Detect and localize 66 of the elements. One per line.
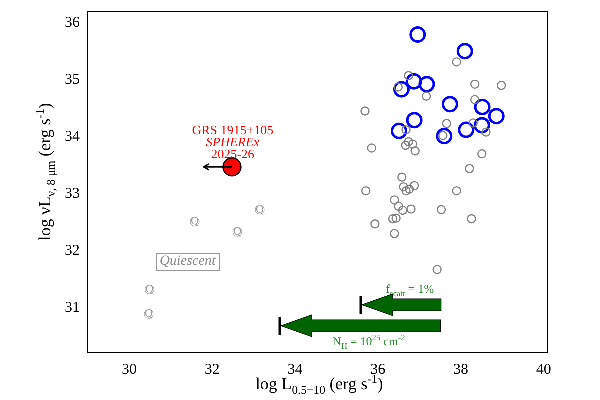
point	[404, 184, 414, 194]
data-label: Q	[190, 216, 199, 228]
y-tick-label: 31	[65, 300, 80, 316]
x-tick-label: 34	[288, 362, 304, 378]
point	[442, 119, 452, 128]
point	[399, 182, 408, 192]
annotation: Quiescent	[156, 252, 220, 271]
point	[410, 146, 420, 156]
point	[410, 181, 420, 191]
point	[410, 26, 426, 44]
y-tick-label: 35	[65, 72, 80, 88]
data-label: Q	[144, 308, 153, 320]
point	[458, 122, 475, 138]
data-label: Q	[234, 226, 242, 238]
point	[422, 92, 432, 101]
point	[442, 96, 458, 113]
point	[404, 137, 414, 147]
point	[452, 58, 462, 67]
point	[390, 122, 408, 140]
point	[496, 80, 506, 90]
point	[406, 73, 422, 90]
point	[392, 214, 401, 224]
point	[360, 106, 370, 116]
data-label: Q	[146, 284, 154, 296]
point	[456, 43, 474, 60]
data-label: Q	[256, 204, 264, 216]
point	[394, 202, 404, 212]
point	[467, 214, 476, 224]
y-tick-label: 34	[65, 128, 80, 145]
point	[470, 95, 480, 104]
point	[398, 172, 407, 182]
point	[222, 158, 242, 177]
point	[390, 196, 400, 205]
point	[488, 108, 505, 125]
point	[398, 206, 408, 216]
point	[436, 128, 453, 145]
point	[361, 186, 371, 196]
point	[406, 112, 423, 129]
annotation: N$_{H}$ = 10$^{25}$ cm$^{-2}$	[332, 334, 406, 352]
point	[452, 186, 462, 196]
x-tick-label: 30	[122, 362, 137, 378]
y-tick-label: 36	[65, 14, 80, 31]
point	[482, 128, 491, 137]
point	[418, 76, 436, 93]
point	[370, 220, 380, 229]
point	[367, 144, 376, 153]
point	[390, 229, 400, 238]
point	[468, 118, 478, 128]
point	[388, 214, 398, 224]
point	[478, 149, 487, 159]
point	[406, 204, 416, 214]
point	[402, 125, 411, 135]
point	[401, 140, 410, 150]
y-tick-label: 32	[65, 242, 80, 259]
x-tick-label: 32	[204, 362, 220, 378]
point	[465, 164, 474, 174]
point	[432, 265, 442, 274]
point	[474, 98, 491, 116]
x-tick-label: 38	[453, 362, 468, 378]
point	[408, 140, 418, 149]
point	[470, 80, 480, 90]
point	[436, 205, 446, 214]
point	[402, 186, 411, 196]
point	[404, 71, 414, 80]
y-tick-label: 33	[65, 186, 80, 202]
x-tick-label: 40	[536, 362, 552, 378]
